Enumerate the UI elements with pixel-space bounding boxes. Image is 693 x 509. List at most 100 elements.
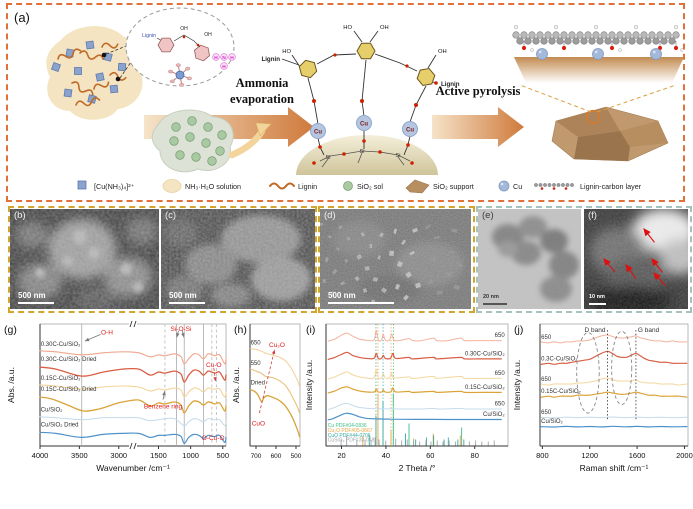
cu-ammine-complex-icon <box>168 63 192 87</box>
svg-text:Si: Si <box>360 149 365 155</box>
band-label: D band <box>585 327 606 334</box>
cu-ammine-lignin-solution <box>46 26 144 120</box>
x-tick: 40 <box>382 451 390 460</box>
inset-oh-label: OH <box>180 26 188 32</box>
series-label: 650 <box>251 340 262 346</box>
g-plot: 0.30C-Cu/SiO₂ 0.30C-Cu/SiO₂ Dried 0.15C-Cu… <box>4 320 230 473</box>
inset-lignin-label: Lignin <box>142 33 156 39</box>
series-label: 650 <box>495 333 506 339</box>
legend-item-sio2-support: SiO₂ support <box>405 179 474 194</box>
ftir-chart: 0.30C-Cu/SiO₂ 0.30C-Cu/SiO₂ Dried 0.15C-Cu… <box>2 318 232 496</box>
series-label: 0.30C-Cu/SiO₂ <box>41 342 81 348</box>
sio2-sol-sphere-icon <box>343 181 353 191</box>
tem-image-e: (e) 20 nm <box>478 209 581 309</box>
x-tick: 4000 <box>32 451 49 460</box>
svg-text:H: H <box>230 55 234 61</box>
cu-lignin-silica-complex: Si Si Si <box>261 25 460 175</box>
series-Dried <box>249 389 301 438</box>
legend-item-cu-ammine: [Cu(NH₃)₄]²⁺ <box>77 180 135 191</box>
series-650 <box>249 347 301 387</box>
x-tick: 600 <box>271 453 282 460</box>
sem-image-d: (d) 500 nm <box>320 209 471 309</box>
series-650 <box>327 402 502 410</box>
h-plot: 650 550 Dried Cu₂O CuO 700 600 500 Abs. /a.u. (h) <box>231 323 302 460</box>
lignin-carbon-chain-icon <box>534 183 574 190</box>
x-tick: 1500 <box>150 451 167 460</box>
inset-oh-label: OH <box>204 32 212 38</box>
series-label: 0.15C-Cu/SiO₂ <box>465 385 505 391</box>
series-label: 650 <box>541 335 552 341</box>
zoom-circle-icon <box>585 109 601 125</box>
series-label: Cu/SiO₂ <box>541 419 563 425</box>
series-label: 550 <box>251 361 262 367</box>
lignin-label-right: Lignin <box>441 81 460 88</box>
raman-chart: 650 0.3C-Cu/SiO₂ 650 0.15C-Cu/SiO₂ 650 Cu/SiO… <box>512 318 693 496</box>
ammonia-evaporation-label-2: evaporation <box>230 92 294 106</box>
series-label: 0.30C-Cu/SiO₂ <box>465 351 505 357</box>
x-axis-label: 2 Theta /° <box>399 463 436 473</box>
svg-text:Cu: Cu <box>513 182 522 191</box>
pdf-reference-label: Cu PDF#04-0836 <box>328 423 367 429</box>
xrd-chart: Cu PDF#04-0836 Cu₂O PDF#05-0667 CuO PDF#44… <box>304 318 512 496</box>
series-label: 0.15C-Cu/SiO₂ Dried <box>41 387 97 393</box>
series-Cu/SiO₂ <box>39 416 227 427</box>
annotation-O-H: O-H <box>101 330 113 337</box>
sem-box-d <box>318 206 475 313</box>
panel-a-label: (a) <box>14 10 30 25</box>
legend-item-ammonia-solution: NH₃·H₂O solution <box>162 179 241 193</box>
series-650 <box>327 368 502 380</box>
panel-d-label: (d) <box>324 210 336 221</box>
svg-text:H: H <box>222 64 226 70</box>
series-650 <box>540 416 688 419</box>
series-0.3C-Cu/SiO₂ <box>540 350 688 365</box>
x-axis-label: Wavenumber /cm⁻¹ <box>96 463 170 473</box>
svg-text:SiO₂ support: SiO₂ support <box>433 182 474 191</box>
cu-sphere-icon <box>498 180 510 192</box>
lignin-carbon-layer-detail <box>512 24 684 83</box>
series-label: 650 <box>541 410 552 416</box>
active-pyrolysis-label: Active pyrolysis <box>436 84 521 98</box>
annotation-Cu₂O: Cu₂O <box>269 342 285 349</box>
series-0.15C-Cu/SiO₂ <box>540 391 688 398</box>
ftir-zoom-chart: 650 550 Dried Cu₂O CuO 700 600 500 Abs. /a.u. (h) <box>231 318 304 496</box>
series-label: Cu/SiO₂ <box>483 412 505 418</box>
lignin-label-left: Lignin <box>261 56 280 63</box>
series-label: 0.15C-Cu/SiO₂ <box>41 376 81 382</box>
stem-image-f: (f) 10 nm <box>584 209 688 309</box>
sio2-support-flake-icon <box>405 179 430 194</box>
x-axis-label: Raman shift /cm⁻¹ <box>580 463 649 473</box>
legend-item-sio2-sol: SiO₂ sol <box>343 181 383 191</box>
panel-f-label: (f) <box>588 210 597 221</box>
x-tick: 60 <box>426 451 434 460</box>
cu-ammine-cube-icon <box>77 180 87 190</box>
ammonia-evaporation-label-1: Ammonia <box>236 76 290 90</box>
ammonia-solution-blob-icon <box>162 179 182 193</box>
y-axis-label: Abs. /a.u. <box>232 367 241 403</box>
svg-text:HO: HO <box>343 25 352 31</box>
series-0.15C-Cu/SiO₂ <box>327 386 502 394</box>
series-0.15C-Cu/SiO₂ <box>39 384 227 398</box>
synthesis-scheme: (a) Ammonia evaporation <box>14 7 684 194</box>
svg-text:Cu: Cu <box>406 128 414 134</box>
y-axis-label: Intensity /a.u. <box>512 360 522 411</box>
cu-atoms: Cu Cu Cu <box>310 115 418 139</box>
series-650 <box>327 329 502 342</box>
svg-text:HO: HO <box>282 49 291 55</box>
x-tick: 1000 <box>182 451 199 460</box>
x-tick: 80 <box>471 451 479 460</box>
lignin-squiggle-icon <box>269 182 295 190</box>
svg-text:OH: OH <box>380 25 389 31</box>
panel-c-label: (c) <box>165 210 177 221</box>
pdf-reference-label: CuO PDF#44-0706 <box>328 433 371 439</box>
pdf-reference-label: CuSiO₃ PDF#33-0487 <box>328 438 378 444</box>
series-label: 0.3C-Cu/SiO₂ <box>541 356 578 362</box>
x-tick: 500 <box>291 453 302 460</box>
panel-b-scalebar: 500 nm <box>18 291 54 304</box>
x-tick: 500 <box>217 451 230 460</box>
svg-text:[Cu(NH₃)₄]²⁺: [Cu(NH₃)₄]²⁺ <box>94 182 135 191</box>
highlight-ellipse <box>611 330 633 405</box>
series-0.15C-Cu/SiO₂ Dried <box>39 396 227 414</box>
sem-box-bc <box>8 206 317 313</box>
